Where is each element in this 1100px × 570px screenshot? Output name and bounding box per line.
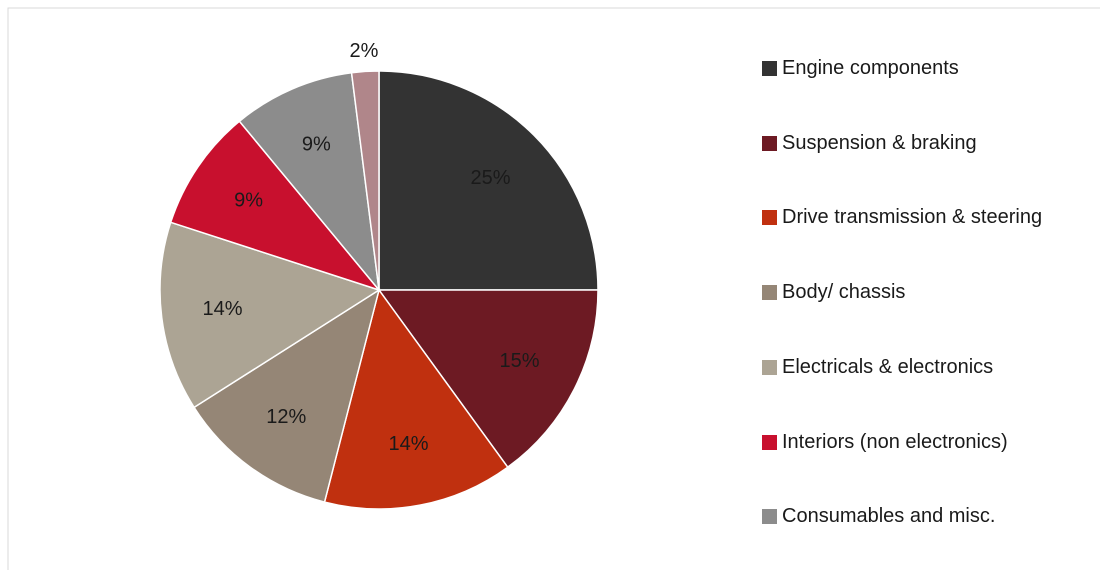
pie-slice	[378, 70, 599, 291]
legend-swatch	[762, 359, 777, 375]
legend-label: Drive transmission & steering	[782, 206, 1043, 229]
legend-swatch	[762, 61, 777, 76]
legend-swatch	[762, 434, 777, 450]
data-label: 2%	[350, 40, 379, 62]
data-label: 9%	[302, 134, 331, 156]
legend-item: Drive transmission & steering	[762, 205, 1092, 230]
data-label: 14%	[389, 433, 429, 455]
data-label: 12%	[266, 406, 306, 428]
legend-label: Suspension & braking	[782, 131, 977, 154]
legend-item: Electricals & electronics	[762, 355, 1092, 380]
pie-slice	[159, 221, 381, 409]
legend-item: Interiors (non electronics)	[762, 430, 1092, 455]
legend-label: Engine components	[782, 57, 959, 79]
data-label: 9%	[234, 190, 263, 212]
legend-item: Body/ chassis	[762, 280, 1092, 305]
pie-slice	[377, 289, 599, 469]
legend-item: Suspension & braking	[762, 131, 1092, 156]
pie-slice	[169, 120, 382, 292]
data-label: 14%	[203, 298, 243, 320]
chart-border	[7, 7, 1100, 570]
legend-swatch	[762, 509, 777, 525]
legend-swatch	[762, 285, 777, 301]
pie-slice	[238, 71, 381, 293]
legend-swatch	[762, 210, 777, 226]
legend-item: Engine components	[762, 56, 1092, 81]
legend-swatch	[762, 135, 777, 151]
legend-label: Body/ chassis	[782, 281, 906, 304]
pie-slice	[193, 288, 381, 504]
legend-label: Interiors (non electronics)	[782, 430, 1008, 453]
data-label: 25%	[470, 167, 510, 189]
pie-slice	[350, 70, 380, 291]
legend-label: Electricals & electronics	[782, 355, 994, 378]
legend-item: Consumables and misc.	[762, 504, 1092, 529]
data-label: 15%	[499, 350, 539, 372]
legend-label: Consumables and misc.	[782, 505, 996, 528]
pie-slice	[323, 288, 509, 510]
